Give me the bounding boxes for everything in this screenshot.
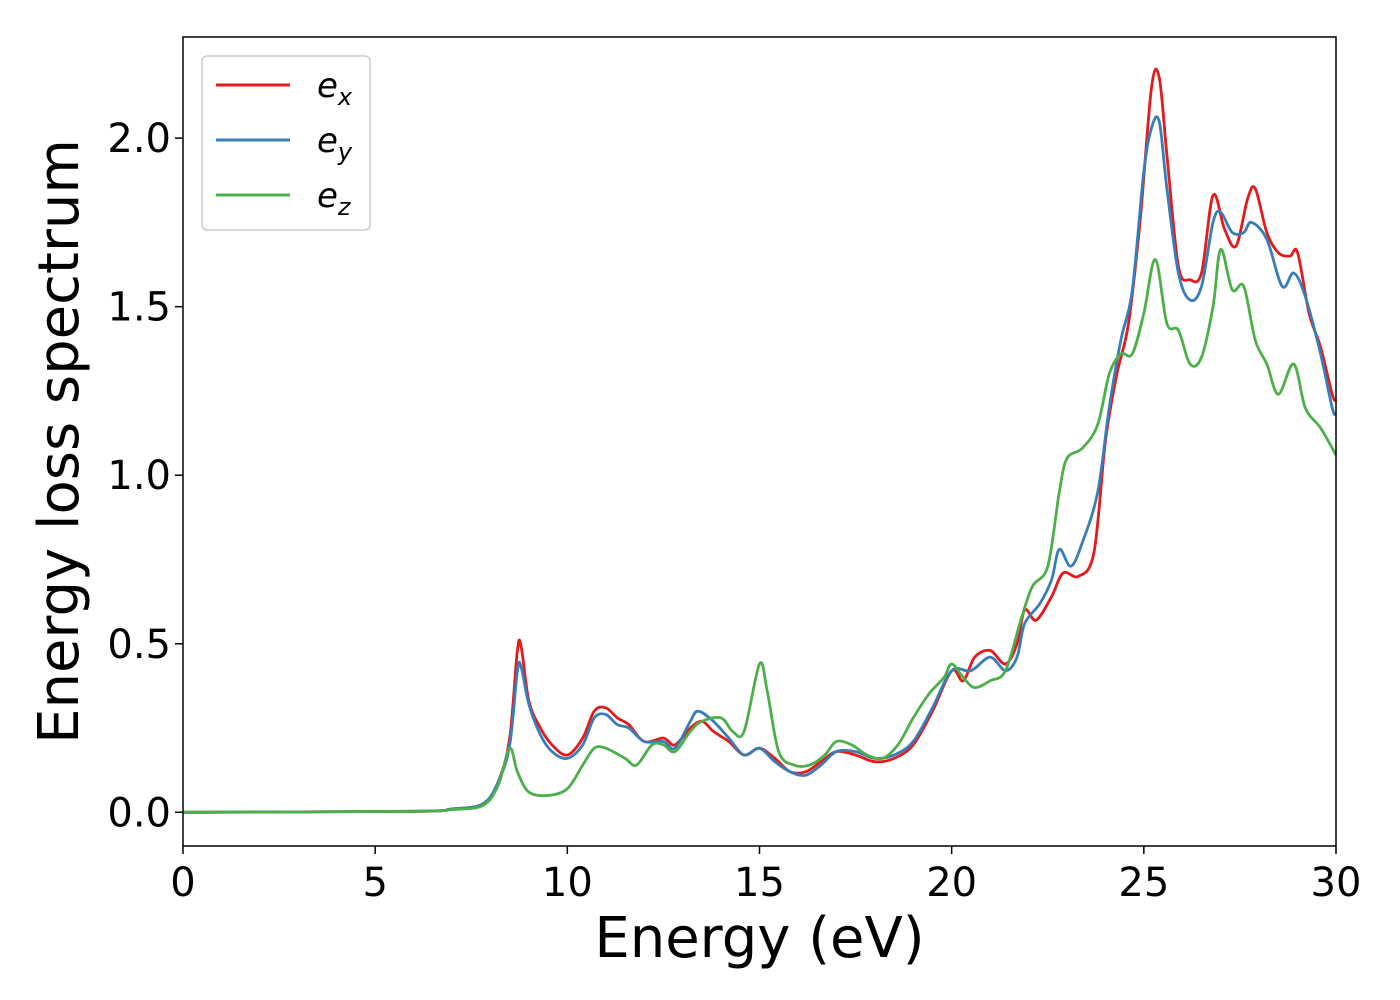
axis-ticks: 0 5 10 15 20 25 30 0.0 0.5 1.0 1.5 2.0 (107, 116, 1361, 906)
x-tick-label: 30 (1311, 860, 1362, 906)
x-tick-label: 25 (1118, 860, 1169, 906)
plot-area (182, 67, 1338, 814)
plot-frame (182, 36, 1337, 847)
x-axis-label: Energy (eV) (594, 906, 924, 971)
y-axis-label: Energy loss spectrum (27, 139, 92, 744)
legend-label-y: ey (317, 121, 353, 166)
series-line-z (182, 247, 1338, 814)
y-tick-label: 0.0 (107, 790, 171, 836)
y-tick-label: 1.5 (107, 285, 171, 331)
y-tick-label: 1.0 (107, 453, 171, 499)
x-tick-label: 10 (542, 860, 593, 906)
y-tick-label: 2.0 (107, 116, 171, 162)
legend-label-x: ex (317, 66, 353, 111)
x-tick-label: 15 (734, 860, 785, 906)
legend-label-z: ez (317, 176, 352, 221)
series-line-y (182, 115, 1338, 814)
x-tick-label: 5 (362, 860, 387, 906)
y-tick-label: 0.5 (107, 622, 171, 668)
legend-box (201, 55, 371, 231)
x-tick-label: 0 (170, 860, 195, 906)
legend: ex ey ez (201, 55, 371, 231)
x-tick-label: 20 (926, 860, 977, 906)
